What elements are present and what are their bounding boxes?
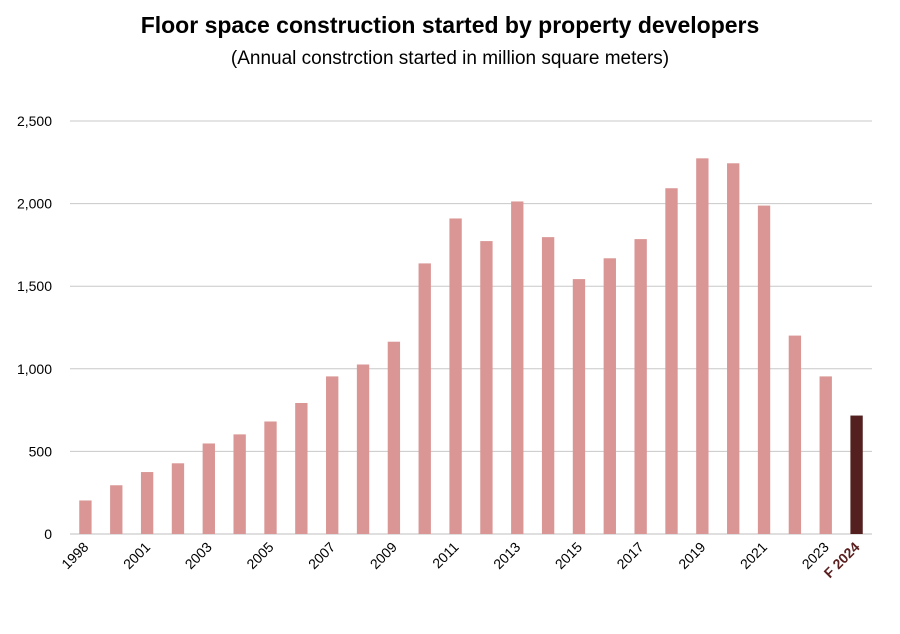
bar-2009 bbox=[387, 341, 401, 534]
x-tick-label: 2017 bbox=[613, 539, 646, 572]
x-tick-label: 1998 bbox=[58, 539, 91, 572]
bar-2006 bbox=[295, 402, 308, 534]
x-tick-label: 2007 bbox=[305, 539, 338, 572]
gridlines bbox=[70, 120, 872, 535]
bar-2005 bbox=[264, 421, 277, 534]
bar-2012 bbox=[480, 241, 493, 534]
bar-2022 bbox=[788, 335, 802, 534]
x-tick-label: 2019 bbox=[675, 539, 708, 572]
x-tick-label: F 2024 bbox=[821, 539, 863, 581]
bar-2023 bbox=[819, 376, 832, 534]
x-tick-label: 2005 bbox=[243, 539, 276, 572]
y-tick-label: 2,000 bbox=[17, 196, 52, 212]
x-tick-label: 2001 bbox=[120, 539, 153, 572]
x-tick-label: 2009 bbox=[367, 539, 400, 572]
bar-2001 bbox=[140, 472, 154, 534]
bar-2020 bbox=[727, 163, 740, 534]
y-tick-label: 1,000 bbox=[17, 361, 52, 377]
x-axis-ticks: 1998 2001 2003 2005 2007 2009 2011 2013 2015 2017… bbox=[58, 539, 863, 581]
bars bbox=[79, 158, 863, 535]
bar-1998 bbox=[79, 500, 92, 534]
bar-1999 bbox=[110, 485, 123, 534]
y-tick-label: 2,500 bbox=[17, 113, 52, 129]
y-tick-label: 0 bbox=[44, 526, 52, 542]
bar-2015 bbox=[572, 279, 586, 534]
bar-f-2024 bbox=[850, 415, 863, 534]
bar-2003 bbox=[202, 443, 215, 534]
x-tick-label: 2021 bbox=[737, 539, 770, 572]
bar-2010 bbox=[418, 263, 431, 534]
bar-2017 bbox=[634, 239, 647, 535]
y-tick-label: 1,500 bbox=[17, 278, 52, 294]
bar-2008 bbox=[356, 364, 370, 534]
bar-2002 bbox=[171, 463, 185, 534]
bar-2021 bbox=[757, 205, 771, 534]
chart-subtitle: (Annual constrction started in million s… bbox=[230, 48, 670, 69]
bar-2016 bbox=[603, 258, 616, 534]
x-tick-label: 2003 bbox=[182, 539, 215, 572]
bar-2019 bbox=[696, 158, 709, 534]
bar-2011 bbox=[449, 218, 462, 534]
bar-2018 bbox=[665, 188, 678, 535]
bar-2013 bbox=[511, 201, 524, 534]
y-axis-ticks: 0 500 1,000 1,500 2,000 2,500 bbox=[17, 113, 52, 542]
x-tick-label: 2011 bbox=[429, 539, 462, 572]
x-tick-label: 2013 bbox=[490, 539, 523, 572]
x-tick-label: 2015 bbox=[552, 539, 585, 572]
chart-title: Floor space construction started by prop… bbox=[140, 12, 760, 38]
bar-2004 bbox=[233, 434, 246, 534]
bar-2007 bbox=[326, 376, 339, 534]
y-tick-label: 500 bbox=[29, 443, 53, 459]
bar-2014 bbox=[541, 237, 555, 534]
